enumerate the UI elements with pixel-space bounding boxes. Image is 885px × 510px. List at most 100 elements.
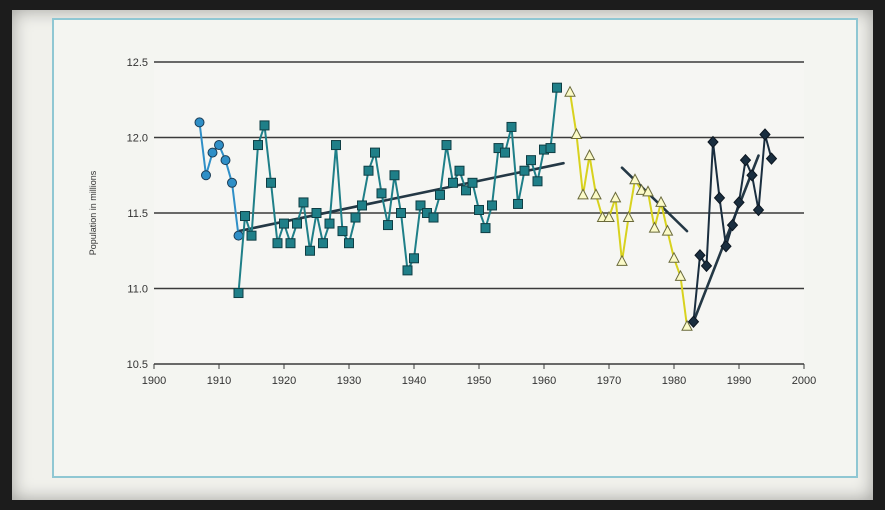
x-tick-label: 1980 [662,375,686,387]
book-page: 1900 1910 1920 1930 1940 1950 1960 1970 1980 1990… [12,10,873,500]
series-2-point [487,200,497,211]
series-2-point [500,147,510,158]
series-2-point [363,165,374,176]
series-2-point [298,197,309,208]
series-3-point [668,251,680,263]
y-tick-label: 11.5 [127,208,148,220]
series-2-point [389,170,400,181]
series-2-point [324,218,335,229]
series-2-point [435,189,445,200]
series-2-point [415,200,426,211]
series-2-point [246,230,257,241]
series-2-point [545,143,556,154]
series-4-point [700,259,713,273]
series-3-point [583,149,596,161]
x-tick-label: 1930 [337,375,361,387]
series-2-point [552,82,562,93]
series-2-point [311,208,322,218]
x-tick-label: 1970 [597,375,621,387]
series-2-point [402,265,413,276]
series-2-point [506,121,517,132]
series-4-point [759,128,771,141]
y-axis-title: Population in millions [88,170,98,255]
series-2-point [259,120,270,131]
x-tick-label: 1900 [142,375,166,387]
series-3-point [655,195,667,207]
series-1-point [227,177,237,188]
series-3-point [661,224,674,236]
series-2-point [376,188,387,199]
series-2-point [357,200,367,211]
series-2-point [454,165,465,176]
series-2-point [513,198,523,209]
series-2-point [526,155,536,166]
series-2-point [279,218,289,229]
series-2-point [467,177,478,188]
x-tick-labels: 1900 1910 1920 1930 1940 1950 1960 1970 1980 1990… [142,364,816,387]
series-2-point [480,223,491,234]
series-2-point [233,288,244,299]
series-2-point [519,165,530,176]
series-1-point [207,147,218,158]
series-2-point [383,220,393,231]
series-4-point [707,135,719,149]
series-3-point [681,319,693,331]
x-tick-label: 1920 [272,375,296,387]
series-2-point [532,176,543,187]
series-3-point [570,127,583,139]
series-3-point [635,183,648,195]
series-2-point [305,245,315,256]
series-2-point [409,253,419,264]
series-4-point [746,169,758,182]
series-2-point [441,140,452,151]
series-3-point [648,221,661,233]
series-4-point [752,203,765,217]
y-tick-labels: 10.5 11.0 11.5 12.0 12.5 [127,57,148,371]
x-tick-label: 1910 [207,375,231,387]
series-2-point [318,238,328,249]
series-3-point [609,191,622,203]
x-tick-label: 1960 [532,375,556,387]
y-tick-label: 11.0 [127,284,148,296]
series-4-point [739,153,752,167]
series-4-point [733,196,745,209]
y-tick-label: 12.0 [127,133,148,145]
series-4-point [687,315,700,328]
series-2-point [461,185,471,196]
series-2-point [396,208,406,218]
series-1-point [214,140,224,151]
series-4-point [720,239,732,253]
series-3-point [590,188,602,200]
series-3-point [603,210,615,223]
series-4-point [694,249,706,262]
series-2-point [331,140,341,151]
series-2-point [474,204,484,215]
series-3-point [674,269,687,281]
series-2-point [253,140,263,151]
series-2-point [285,238,296,249]
series-2-point [272,238,283,249]
series-1-point [220,155,231,166]
series-2-point [428,212,439,223]
series-layer [194,82,778,331]
figure-frame: 1900 1910 1920 1930 1940 1950 1960 1970 1980 1990… [52,18,858,478]
series-3-point [577,188,589,200]
y-tick-label: 10.5 [127,359,148,371]
series-1-point [194,117,205,128]
x-tick-label: 1950 [467,375,491,387]
series-3-point [616,254,628,266]
series-2-point [344,238,354,249]
x-tick-label: 1940 [402,375,426,387]
series-4-point [713,191,726,205]
series-3-point [564,85,576,97]
series-2-point [448,177,458,188]
series-4-point [726,218,739,232]
series-2-point [292,218,302,229]
series-3-point [642,185,654,197]
x-tick-label: 2000 [792,375,816,387]
series-2-point [240,211,250,222]
y-tick-label: 12.5 [127,57,148,69]
series-3-point [629,173,641,185]
population-line-chart: 1900 1910 1920 1930 1940 1950 1960 1970 1980 1990… [88,57,816,387]
series-1-point [201,170,211,181]
